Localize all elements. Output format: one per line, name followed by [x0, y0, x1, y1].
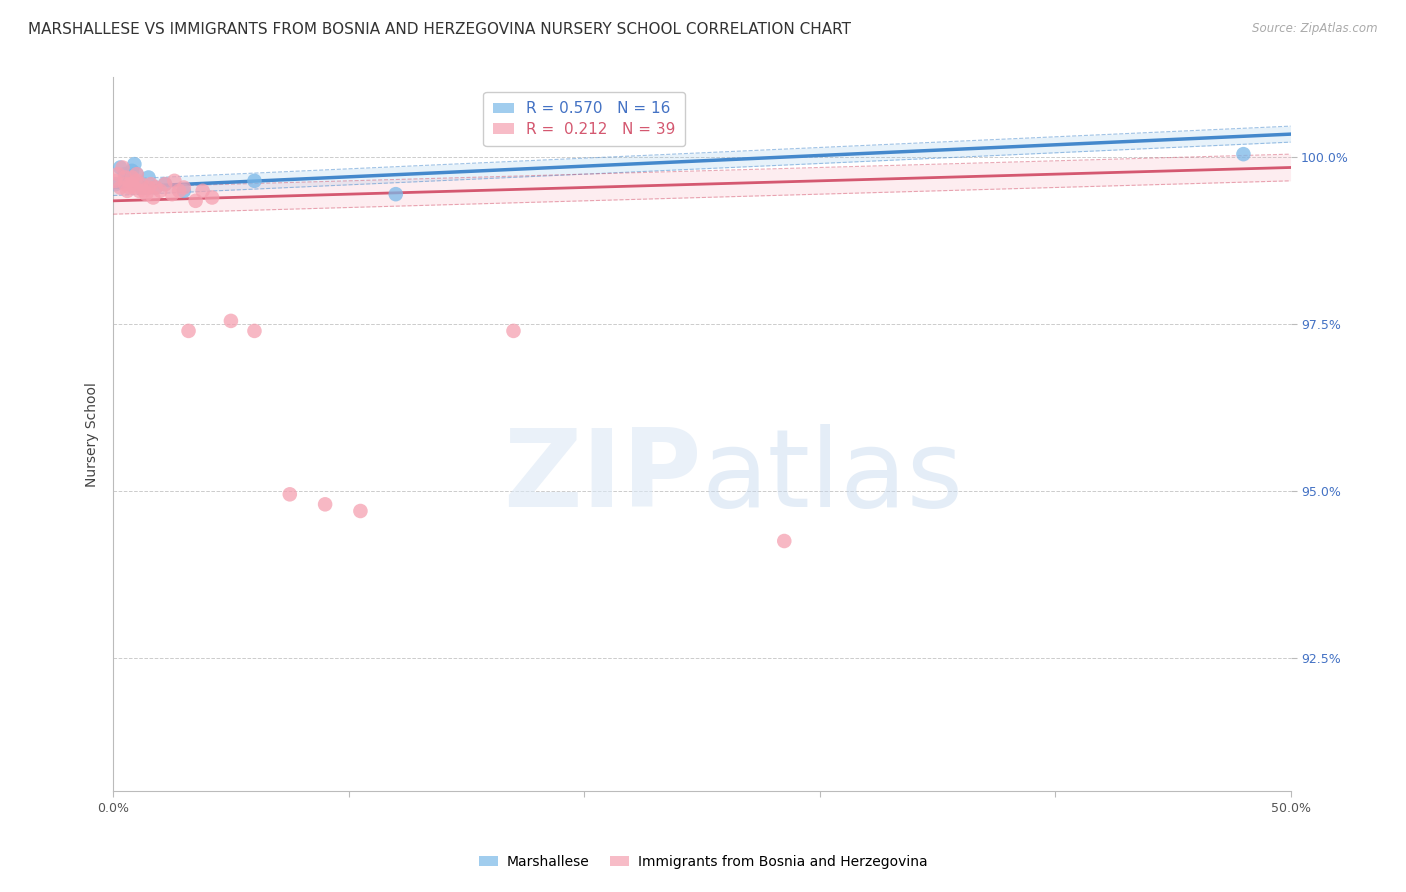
Point: [110, 161, 132, 175]
Point: [163, 174, 186, 188]
Point: [117, 184, 139, 198]
Text: ZIP: ZIP: [503, 424, 702, 530]
Point: [349, 504, 371, 518]
Point: [104, 174, 127, 188]
Text: Source: ZipAtlas.com: Source: ZipAtlas.com: [1253, 22, 1378, 36]
Point: [167, 184, 190, 198]
Point: [173, 184, 195, 198]
Point: [138, 180, 160, 194]
Point: [107, 167, 129, 181]
Point: [131, 180, 153, 194]
Point: [121, 170, 143, 185]
Point: [191, 184, 214, 198]
Point: [139, 177, 162, 191]
Point: [114, 177, 136, 191]
Point: [502, 324, 524, 338]
Point: [124, 157, 146, 171]
Point: [1232, 147, 1254, 161]
Legend: Marshallese, Immigrants from Bosnia and Herzegovina: Marshallese, Immigrants from Bosnia and …: [472, 849, 934, 874]
Point: [121, 177, 143, 191]
Point: [125, 167, 148, 181]
Point: [132, 184, 155, 198]
Point: [773, 534, 796, 549]
Point: [160, 187, 183, 202]
Point: [145, 180, 167, 194]
Point: [243, 324, 266, 338]
Point: [142, 190, 165, 204]
Point: [125, 167, 148, 181]
Point: [121, 164, 143, 178]
Point: [135, 187, 157, 202]
Point: [219, 314, 242, 328]
Point: [138, 170, 160, 185]
Point: [149, 184, 172, 198]
Point: [124, 180, 146, 194]
Point: [184, 194, 207, 208]
Point: [131, 177, 153, 191]
Text: atlas: atlas: [702, 424, 965, 530]
Text: MARSHALLESE VS IMMIGRANTS FROM BOSNIA AND HERZEGOVINA NURSERY SCHOOL CORRELATION: MARSHALLESE VS IMMIGRANTS FROM BOSNIA AN…: [28, 22, 851, 37]
Point: [118, 174, 141, 188]
Point: [173, 180, 195, 194]
Point: [243, 174, 266, 188]
Y-axis label: Nursery School: Nursery School: [86, 382, 100, 487]
Point: [314, 497, 336, 511]
Point: [104, 177, 127, 191]
Point: [153, 177, 176, 191]
Point: [117, 170, 139, 185]
Point: [128, 184, 150, 198]
Point: [278, 487, 301, 501]
Point: [384, 187, 406, 202]
Point: [110, 180, 132, 194]
Point: [118, 177, 141, 191]
Point: [145, 180, 167, 194]
Point: [114, 170, 136, 185]
Point: [177, 324, 200, 338]
Point: [125, 174, 148, 188]
Point: [118, 180, 141, 194]
Legend: R = 0.570   N = 16, R =  0.212   N = 39: R = 0.570 N = 16, R = 0.212 N = 39: [484, 92, 685, 146]
Point: [111, 161, 134, 175]
Point: [201, 190, 224, 204]
Point: [114, 167, 136, 181]
Point: [153, 177, 176, 191]
